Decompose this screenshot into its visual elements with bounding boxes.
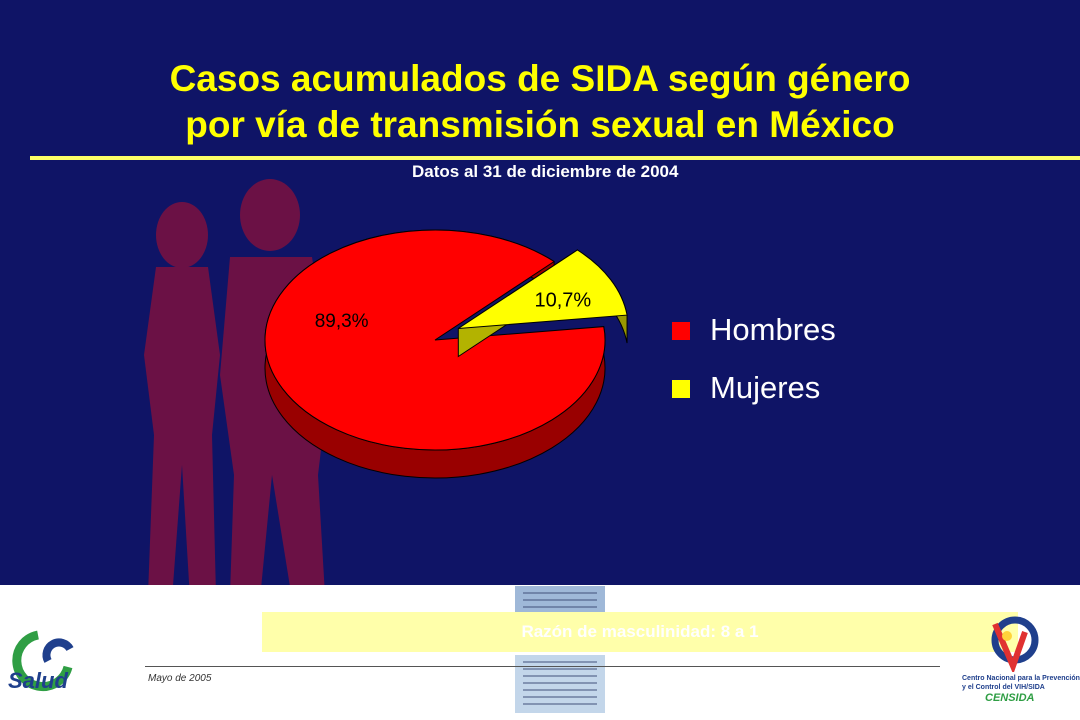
- chart-subtitle: Datos al 31 de diciembre de 2004: [412, 162, 679, 181]
- footer-divider: [145, 666, 940, 667]
- censida-description: Centro Nacional para la Prevención y el …: [962, 675, 1080, 691]
- masculinity-ratio-bar: Razón de masculinidad: 8 a 1: [262, 612, 1018, 652]
- legend-swatch-hombres: [672, 322, 690, 340]
- title-line-1: Casos acumulados de SIDA según género: [169, 58, 911, 99]
- pie-slice-mujeres: [457, 249, 628, 358]
- title-underline: [30, 156, 1080, 160]
- data-label-mujeres: 10,7%: [534, 289, 591, 311]
- pie-chart: 89,3% 10,7%: [264, 229, 628, 479]
- legend-label-mujeres: Mujeres: [710, 370, 821, 405]
- salud-logo-icon: [12, 630, 74, 692]
- footer-date: Mayo de 2005: [148, 673, 212, 684]
- chart-title: Casos acumulados de SIDA según género po…: [60, 56, 1020, 148]
- title-line-2: por vía de transmisión sexual en México: [185, 104, 895, 145]
- pie-slice-top-mujeres: [458, 249, 628, 329]
- salud-logo-text: Salud: [8, 668, 68, 693]
- censida-logo-icon: [991, 616, 1039, 672]
- data-label-hombres: 89,3%: [315, 311, 369, 332]
- pie-slice-top-hombres: [264, 229, 606, 451]
- censida-logo-text: CENSIDA: [985, 692, 1035, 704]
- campaign-poster-bottom: [515, 655, 605, 713]
- legend-swatch-mujeres: [672, 380, 690, 398]
- legend-label-hombres: Hombres: [710, 312, 836, 347]
